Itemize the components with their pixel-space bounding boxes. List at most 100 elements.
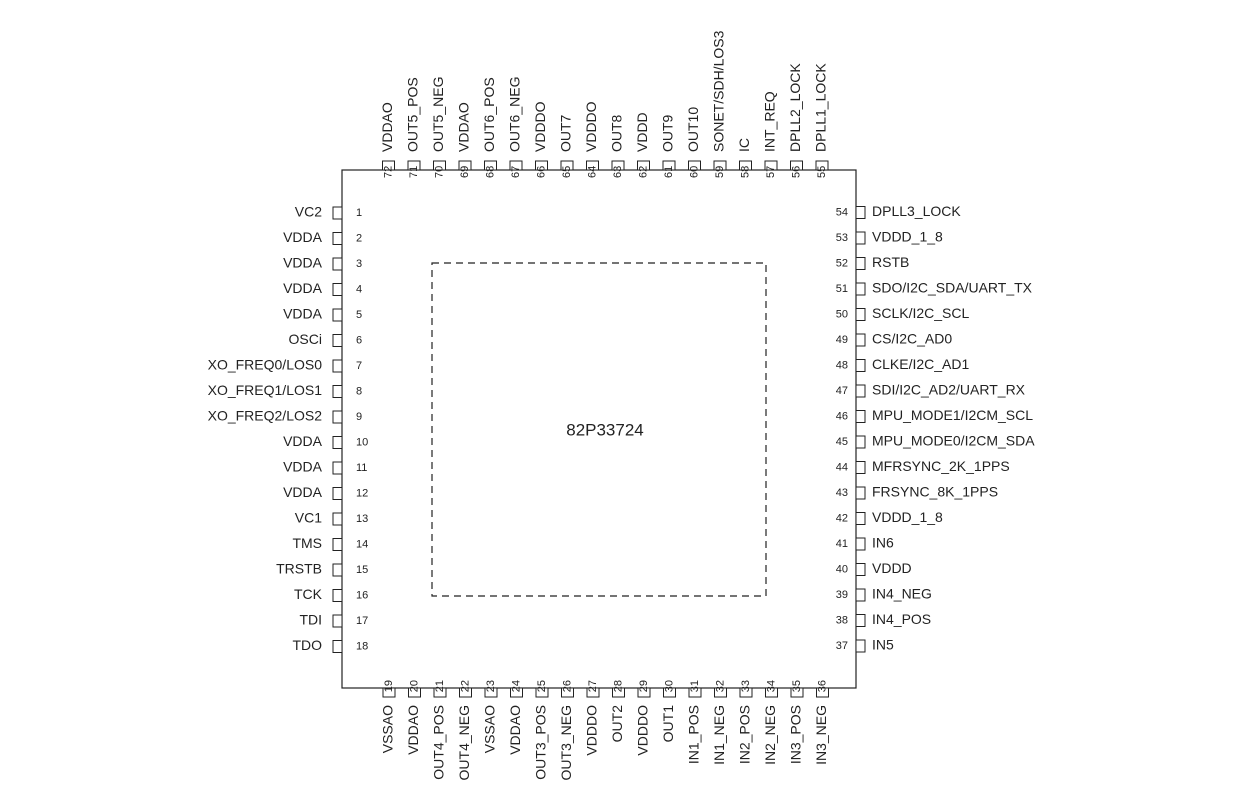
pin-stub xyxy=(855,512,866,525)
pin-number: 29 xyxy=(638,680,650,692)
pin-label: VDDA xyxy=(283,484,323,500)
pin-number: 27 xyxy=(587,680,599,692)
pin-number: 1 xyxy=(356,207,362,219)
pin-number: 44 xyxy=(836,461,848,473)
pin-label: IN4_NEG xyxy=(872,586,932,602)
pin-number: 10 xyxy=(356,436,368,448)
pin-stub xyxy=(612,687,625,698)
pin-label: SDI/I2C_AD2/UART_RX xyxy=(872,382,1026,398)
pin-label: DPLL2_LOCK xyxy=(787,63,803,152)
pin-label: XO_FREQ2/LOS2 xyxy=(208,408,323,424)
pin-stub xyxy=(855,614,866,627)
pin-label: XO_FREQ1/LOS1 xyxy=(208,382,323,398)
pin-label: VDDAO xyxy=(379,102,395,152)
pin-stub xyxy=(855,486,866,500)
pin-number: 56 xyxy=(790,166,802,178)
pin-stub xyxy=(855,384,866,398)
pin-stub xyxy=(332,308,343,322)
pin-number: 20 xyxy=(408,680,420,692)
pin-number: 45 xyxy=(836,436,848,448)
pin-stub xyxy=(332,436,343,449)
pin-number: 50 xyxy=(836,308,848,320)
pin-number: 37 xyxy=(836,640,848,652)
pin-label: OUT3_POS xyxy=(533,705,549,780)
pin-label: DPLL1_LOCK xyxy=(813,63,829,152)
pin-stub xyxy=(816,687,829,698)
pin-label: IN5 xyxy=(872,637,894,653)
pin-stub xyxy=(855,461,866,474)
pin-number: 49 xyxy=(836,334,848,346)
pin-label: XO_FREQ0/LOS0 xyxy=(208,357,323,373)
pin-number: 30 xyxy=(663,680,675,692)
pin-label: MFRSYNC_2K_1PPS xyxy=(872,458,1010,474)
pin-label: IN1_POS xyxy=(686,705,702,764)
pin-label: IC xyxy=(736,138,752,152)
pin-label: VC2 xyxy=(295,204,322,220)
pin-stub xyxy=(611,160,625,171)
pin-label: VDDD_1_8 xyxy=(872,509,943,525)
pin-stub xyxy=(382,687,396,698)
pin-label: RSTB xyxy=(872,254,909,270)
pin-label: CLKE/I2C_AD1 xyxy=(872,356,969,372)
pin-label: VDDD_1_8 xyxy=(872,229,943,245)
pin-number: 46 xyxy=(836,410,848,422)
pin-stub xyxy=(855,333,866,347)
pin-label: VDDA xyxy=(283,229,323,245)
pin-label: VDDDO xyxy=(532,101,548,152)
pin-number: 55 xyxy=(816,166,828,178)
pin-stub xyxy=(332,257,343,271)
pin-stub xyxy=(586,160,599,171)
pin-number: 28 xyxy=(612,680,624,692)
pin-label: OUT5_NEG xyxy=(430,77,446,152)
pin-label: VDDA xyxy=(283,306,323,322)
pin-number: 52 xyxy=(836,257,848,269)
pin-number: 60 xyxy=(688,166,700,178)
pin-number: 43 xyxy=(836,487,848,499)
pin-label: VDDAO xyxy=(456,102,472,152)
pin-number: 24 xyxy=(510,680,522,692)
pin-number: 61 xyxy=(663,166,675,178)
pin-number: 18 xyxy=(356,640,368,652)
pin-stub xyxy=(332,589,343,602)
pin-label: OUT5_POS xyxy=(405,77,421,152)
pin-number: 12 xyxy=(356,487,368,499)
pin-label: VDDDO xyxy=(584,705,600,756)
pin-number: 13 xyxy=(356,513,368,525)
pin-label: OUT1 xyxy=(660,705,676,743)
pin-number: 16 xyxy=(356,589,368,601)
pin-label: IN2_NEG xyxy=(762,705,778,765)
pin-label: VC1 xyxy=(295,510,322,526)
pin-stub xyxy=(458,160,472,171)
pin-label: VDDA xyxy=(283,459,323,475)
pin-number: 17 xyxy=(356,615,368,627)
pin-stub xyxy=(459,687,472,698)
pin-stub xyxy=(561,687,574,698)
pin-stub xyxy=(855,206,866,219)
pin-label: FRSYNC_8K_1PPS xyxy=(872,484,998,500)
pin-stub xyxy=(855,257,866,270)
pin-stub xyxy=(663,687,676,698)
pin-number: 39 xyxy=(836,589,848,601)
pin-stub xyxy=(790,160,803,171)
pin-number: 25 xyxy=(536,680,548,692)
pin-stub xyxy=(332,232,343,245)
pin-stub xyxy=(433,160,446,171)
pin-number: 35 xyxy=(791,680,803,692)
pin-label: OUT4_NEG xyxy=(456,705,472,780)
pin-label: IN1_NEG xyxy=(711,705,727,765)
pin-stub xyxy=(332,410,343,424)
pin-stub xyxy=(332,640,343,653)
pin-number: 40 xyxy=(836,563,848,575)
pin-number: 21 xyxy=(434,680,446,692)
chip-name: 82P33724 xyxy=(566,420,644,439)
pin-label: TRSTB xyxy=(276,561,322,577)
pin-stub xyxy=(765,687,778,698)
pin-label: SONET/SDH/LOS3 xyxy=(711,30,727,152)
pin-stub xyxy=(637,687,651,698)
pin-number: 64 xyxy=(586,166,598,178)
pin-number: 67 xyxy=(510,166,522,178)
pin-label: SCLK/I2C_SCL xyxy=(872,305,969,321)
pin-stub xyxy=(586,687,600,698)
pin-label: VDDAO xyxy=(405,705,421,755)
pin-label: IN2_POS xyxy=(737,705,753,764)
